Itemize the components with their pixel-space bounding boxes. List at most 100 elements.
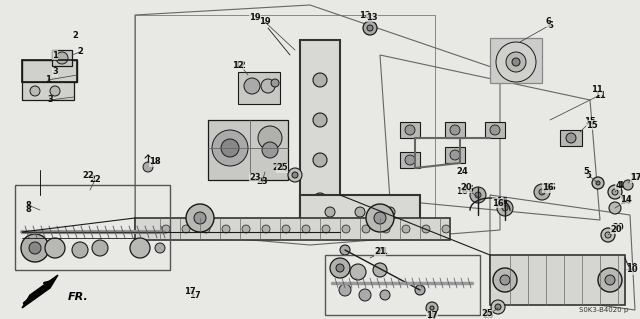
Text: 18: 18 [149, 158, 161, 167]
Circle shape [430, 306, 434, 310]
Circle shape [506, 52, 526, 72]
Circle shape [339, 284, 351, 296]
Circle shape [609, 202, 621, 214]
Circle shape [182, 225, 190, 233]
Circle shape [385, 207, 395, 217]
Circle shape [596, 181, 600, 185]
Circle shape [601, 228, 615, 242]
Bar [238, 72, 280, 104]
Circle shape [45, 238, 65, 258]
Text: 19: 19 [259, 18, 271, 26]
Circle shape [495, 304, 501, 310]
Text: 22: 22 [89, 175, 101, 184]
Text: 5: 5 [585, 170, 591, 180]
Circle shape [497, 200, 513, 216]
Circle shape [382, 225, 390, 233]
Bar [52, 50, 72, 66]
Text: 20: 20 [610, 225, 622, 234]
Circle shape [415, 285, 425, 295]
Circle shape [30, 86, 40, 96]
Text: 14: 14 [620, 196, 632, 204]
Circle shape [475, 192, 481, 198]
Bar [445, 147, 465, 163]
Bar [400, 152, 420, 168]
Circle shape [380, 290, 390, 300]
Circle shape [367, 25, 373, 31]
Circle shape [313, 113, 327, 127]
Circle shape [162, 225, 170, 233]
Circle shape [29, 242, 41, 254]
Text: 22: 22 [82, 170, 94, 180]
Circle shape [313, 193, 327, 207]
Text: 11: 11 [591, 85, 603, 94]
Circle shape [491, 300, 505, 314]
Circle shape [608, 185, 622, 199]
Text: 19: 19 [249, 13, 261, 23]
Circle shape [302, 225, 310, 233]
Circle shape [405, 125, 415, 135]
Circle shape [261, 79, 275, 93]
Bar [490, 38, 542, 83]
Text: 17: 17 [630, 174, 640, 182]
Text: 16: 16 [542, 183, 554, 192]
Circle shape [502, 205, 508, 211]
Text: 16: 16 [496, 197, 508, 206]
Circle shape [292, 172, 298, 178]
Text: 15: 15 [584, 117, 596, 127]
Circle shape [350, 264, 366, 280]
Circle shape [402, 225, 410, 233]
Text: 2: 2 [77, 48, 83, 56]
Circle shape [262, 142, 278, 158]
Text: 4: 4 [617, 181, 623, 189]
Text: 25: 25 [481, 309, 493, 318]
Circle shape [322, 225, 330, 233]
Text: 1: 1 [45, 76, 51, 85]
Circle shape [490, 125, 500, 135]
Circle shape [450, 150, 460, 160]
Circle shape [313, 153, 327, 167]
Text: 3: 3 [47, 95, 53, 105]
Circle shape [336, 264, 344, 272]
Text: 17: 17 [184, 287, 196, 296]
Circle shape [534, 184, 550, 200]
Circle shape [186, 204, 214, 232]
Bar [22, 60, 77, 82]
Circle shape [405, 155, 415, 165]
Text: 13: 13 [359, 11, 371, 19]
Text: 20: 20 [612, 224, 624, 233]
Circle shape [342, 225, 350, 233]
Text: 11: 11 [594, 91, 606, 100]
Bar [325, 255, 480, 315]
Circle shape [512, 58, 520, 66]
Text: 21: 21 [374, 248, 386, 256]
Circle shape [623, 180, 633, 190]
Text: 8: 8 [25, 201, 31, 210]
Text: 13: 13 [366, 12, 378, 21]
Circle shape [340, 245, 350, 255]
Text: 6: 6 [545, 18, 551, 26]
Circle shape [605, 232, 611, 238]
Text: 18: 18 [149, 158, 161, 167]
Circle shape [72, 242, 88, 258]
Text: 10: 10 [626, 265, 638, 275]
Text: 17: 17 [426, 314, 438, 319]
Circle shape [221, 139, 239, 157]
Text: 17: 17 [629, 174, 640, 182]
Bar [560, 130, 582, 146]
Bar [445, 122, 465, 138]
Text: 12: 12 [232, 61, 244, 70]
Text: 23: 23 [256, 177, 268, 187]
Polygon shape [490, 255, 625, 305]
Text: 23: 23 [249, 174, 261, 182]
Text: 16: 16 [544, 183, 556, 192]
Text: 16: 16 [456, 188, 468, 197]
Circle shape [155, 243, 165, 253]
Text: 17: 17 [426, 311, 438, 319]
Polygon shape [22, 275, 58, 308]
Text: 16: 16 [462, 186, 474, 195]
Text: 17: 17 [189, 291, 201, 300]
Circle shape [194, 212, 206, 224]
Text: S0K3-B4020 p: S0K3-B4020 p [579, 307, 628, 313]
Text: 25: 25 [272, 164, 284, 173]
Circle shape [612, 189, 618, 195]
